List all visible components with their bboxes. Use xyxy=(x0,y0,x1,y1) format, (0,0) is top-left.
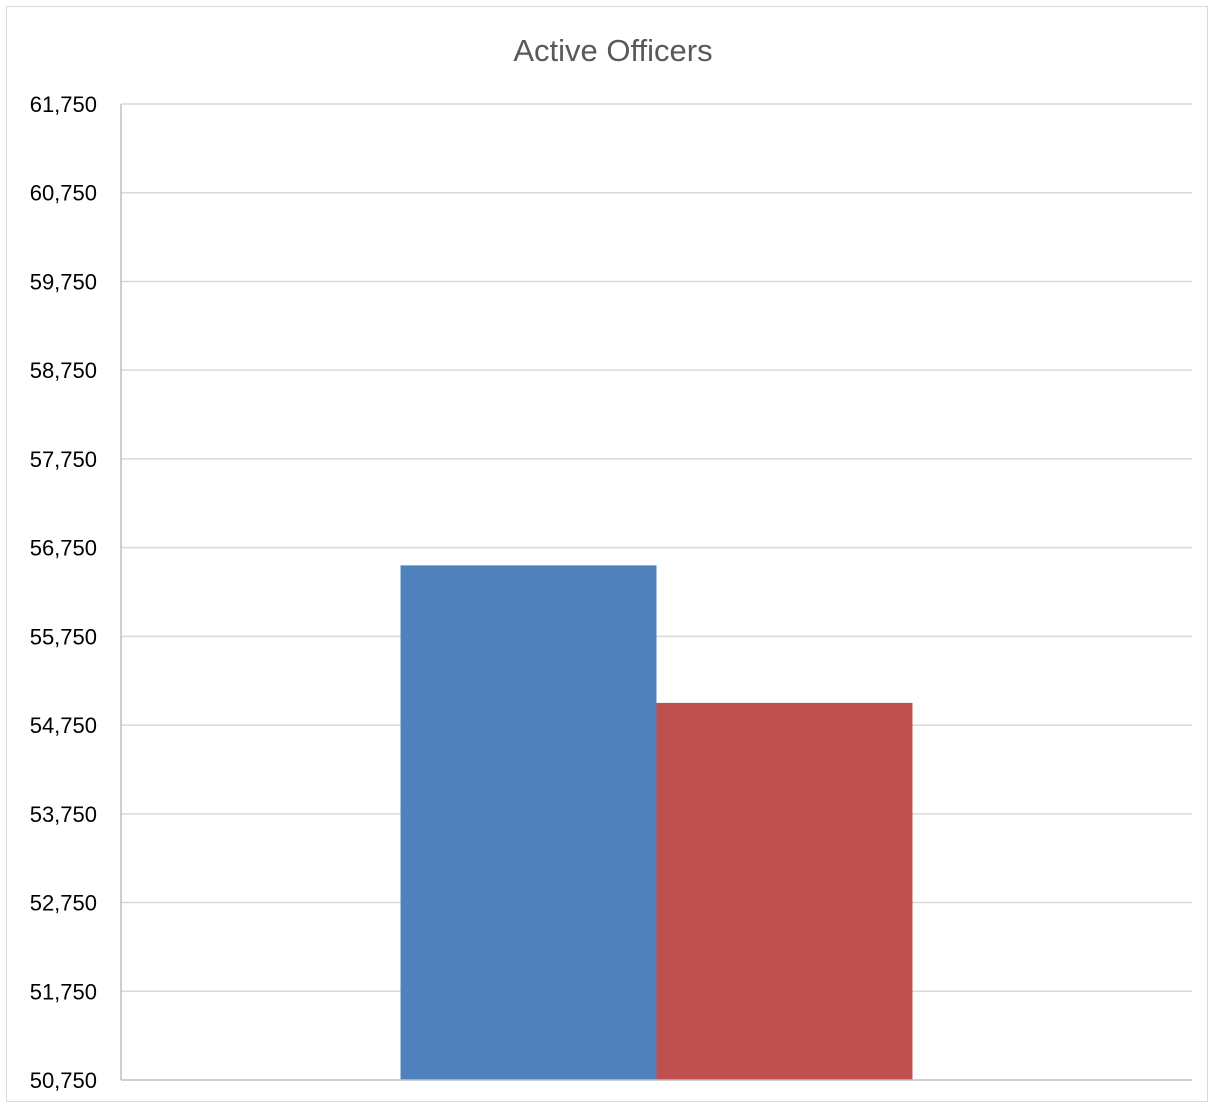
chart-title: Active Officers xyxy=(513,33,712,68)
y-tick-label: 54,750 xyxy=(30,713,97,738)
y-tick-label: 57,750 xyxy=(30,447,97,472)
gridlines xyxy=(121,103,1192,993)
bar-series-2 xyxy=(656,702,913,1080)
y-tick-label: 51,750 xyxy=(30,979,97,1004)
bar-series-1 xyxy=(400,565,657,1080)
y-tick-label: 50,750 xyxy=(30,1068,97,1093)
y-tick-label: 52,750 xyxy=(30,891,97,916)
y-tick-label: 58,750 xyxy=(30,358,97,383)
bars xyxy=(400,565,913,1080)
y-tick-label: 59,750 xyxy=(30,269,97,294)
y-tick-label: 53,750 xyxy=(30,802,97,827)
y-tick-label: 61,750 xyxy=(30,92,97,117)
y-tick-label: 56,750 xyxy=(30,536,97,561)
y-axis-ticks: 50,750 51,750 52,750 53,750 54,750 55,750 56,7… xyxy=(30,92,97,1093)
y-tick-label: 55,750 xyxy=(30,624,97,649)
y-tick-label: 60,750 xyxy=(30,181,97,206)
